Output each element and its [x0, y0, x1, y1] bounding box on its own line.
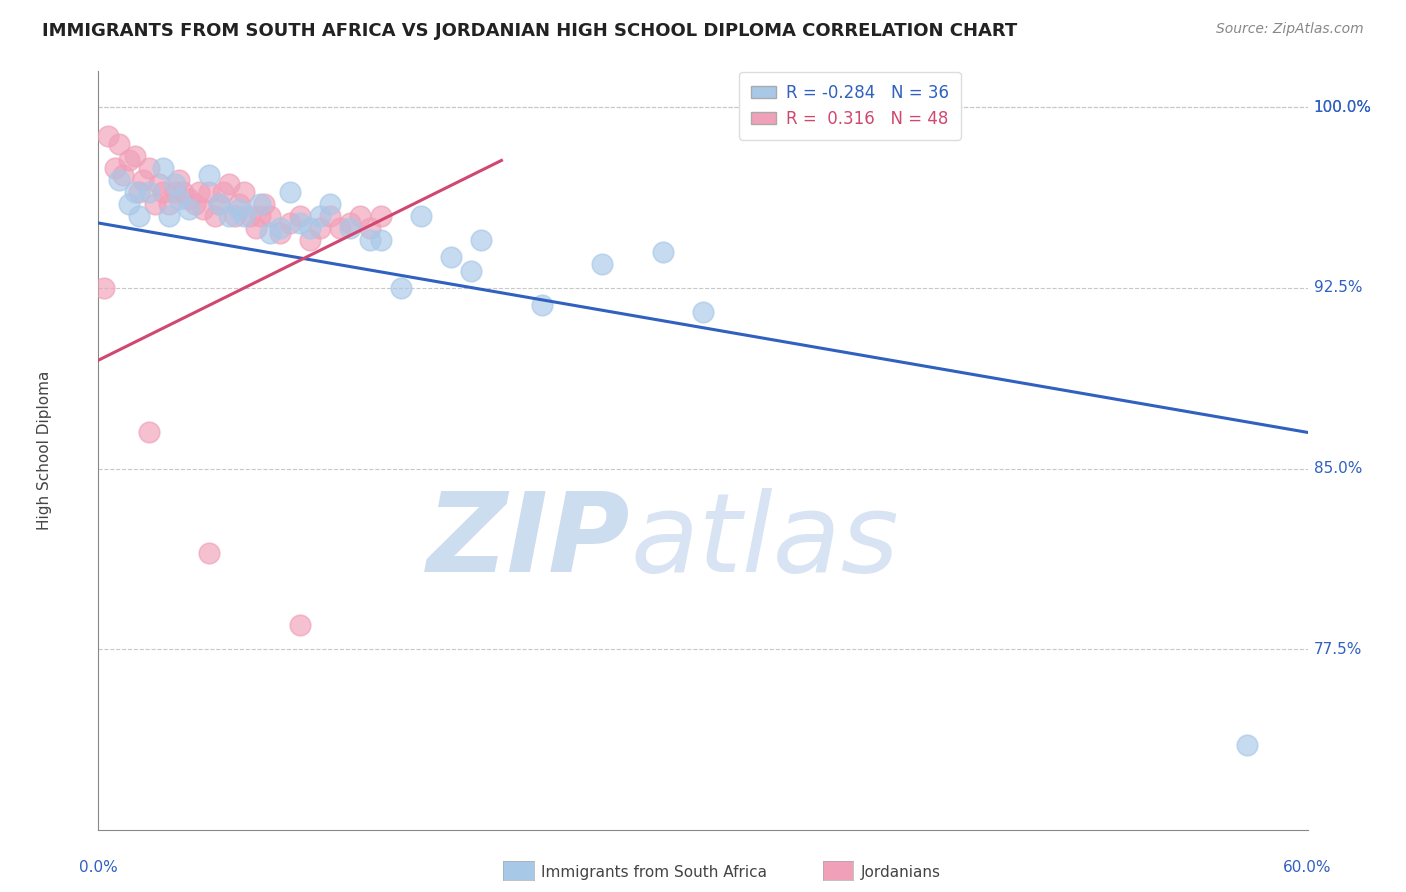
Text: 60.0%: 60.0%	[1284, 860, 1331, 875]
Point	[1236, 739, 1258, 753]
Point	[107, 172, 129, 186]
Point	[370, 209, 392, 223]
Point	[253, 196, 276, 211]
Point	[172, 185, 194, 199]
Text: Jordanians: Jordanians	[860, 865, 941, 880]
Point	[288, 618, 311, 632]
Point	[259, 209, 281, 223]
Point	[152, 161, 174, 175]
Point	[128, 185, 150, 199]
Point	[349, 209, 371, 223]
Point	[360, 233, 382, 247]
Point	[692, 305, 714, 319]
Point	[269, 226, 291, 240]
Point	[245, 220, 267, 235]
Point	[128, 209, 150, 223]
Point	[218, 209, 240, 223]
Text: Immigrants from South Africa: Immigrants from South Africa	[541, 865, 768, 880]
Text: 100.0%: 100.0%	[1313, 100, 1372, 115]
Point	[179, 202, 201, 216]
Point	[239, 209, 262, 223]
Text: IMMIGRANTS FROM SOUTH AFRICA VS JORDANIAN HIGH SCHOOL DIPLOMA CORRELATION CHART: IMMIGRANTS FROM SOUTH AFRICA VS JORDANIA…	[42, 22, 1018, 40]
Point	[208, 196, 231, 211]
Point	[232, 209, 254, 223]
Point	[278, 216, 301, 230]
Point	[228, 196, 250, 211]
Point	[530, 298, 553, 312]
Point	[319, 196, 342, 211]
Point	[198, 185, 221, 199]
Point	[339, 216, 361, 230]
Point	[269, 220, 291, 235]
Point	[184, 196, 207, 211]
Point	[460, 264, 482, 278]
Point	[152, 185, 174, 199]
Point	[118, 153, 141, 168]
Point	[204, 209, 226, 223]
Point	[148, 178, 170, 192]
Point	[107, 136, 129, 151]
Point	[440, 250, 463, 264]
Point	[339, 220, 361, 235]
Text: Source: ZipAtlas.com: Source: ZipAtlas.com	[1216, 22, 1364, 37]
Point	[218, 178, 240, 192]
Point	[370, 233, 392, 247]
Point	[228, 202, 250, 216]
Point	[249, 209, 271, 223]
Point	[188, 185, 211, 199]
Point	[111, 168, 134, 182]
Point	[470, 233, 492, 247]
Point	[143, 196, 166, 211]
Point	[179, 192, 201, 206]
Point	[118, 196, 141, 211]
Point	[138, 161, 160, 175]
Point	[198, 168, 221, 182]
Text: 0.0%: 0.0%	[79, 860, 118, 875]
Point	[208, 196, 231, 211]
Point	[93, 281, 115, 295]
Point	[198, 546, 221, 560]
Point	[259, 226, 281, 240]
Point	[124, 148, 146, 162]
Legend: R = -0.284   N = 36, R =  0.316   N = 48: R = -0.284 N = 36, R = 0.316 N = 48	[740, 72, 960, 140]
Point	[124, 185, 146, 199]
Text: 100.0%: 100.0%	[1313, 100, 1372, 115]
Point	[157, 196, 180, 211]
Point	[103, 161, 125, 175]
Text: 77.5%: 77.5%	[1313, 641, 1362, 657]
Point	[278, 185, 301, 199]
Text: atlas: atlas	[630, 488, 898, 595]
Point	[299, 220, 322, 235]
Point	[224, 209, 246, 223]
Point	[409, 209, 432, 223]
Point	[249, 196, 271, 211]
Text: ZIP: ZIP	[427, 488, 630, 595]
Point	[329, 220, 352, 235]
Text: 92.5%: 92.5%	[1313, 280, 1362, 295]
Text: High School Diploma: High School Diploma	[37, 371, 52, 530]
Point	[132, 172, 155, 186]
Point	[157, 209, 180, 223]
Point	[163, 178, 186, 192]
Point	[309, 220, 332, 235]
Point	[138, 185, 160, 199]
Point	[319, 209, 342, 223]
Point	[309, 209, 332, 223]
Point	[591, 257, 613, 271]
Point	[389, 281, 412, 295]
Point	[212, 185, 235, 199]
Point	[138, 425, 160, 440]
Point	[167, 192, 190, 206]
Point	[163, 185, 186, 199]
Point	[651, 244, 673, 259]
Point	[193, 202, 215, 216]
Point	[97, 129, 120, 144]
Point	[167, 172, 190, 186]
Point	[232, 185, 254, 199]
Point	[360, 220, 382, 235]
Text: 85.0%: 85.0%	[1313, 461, 1362, 476]
Point	[288, 209, 311, 223]
Point	[288, 216, 311, 230]
Point	[299, 233, 322, 247]
